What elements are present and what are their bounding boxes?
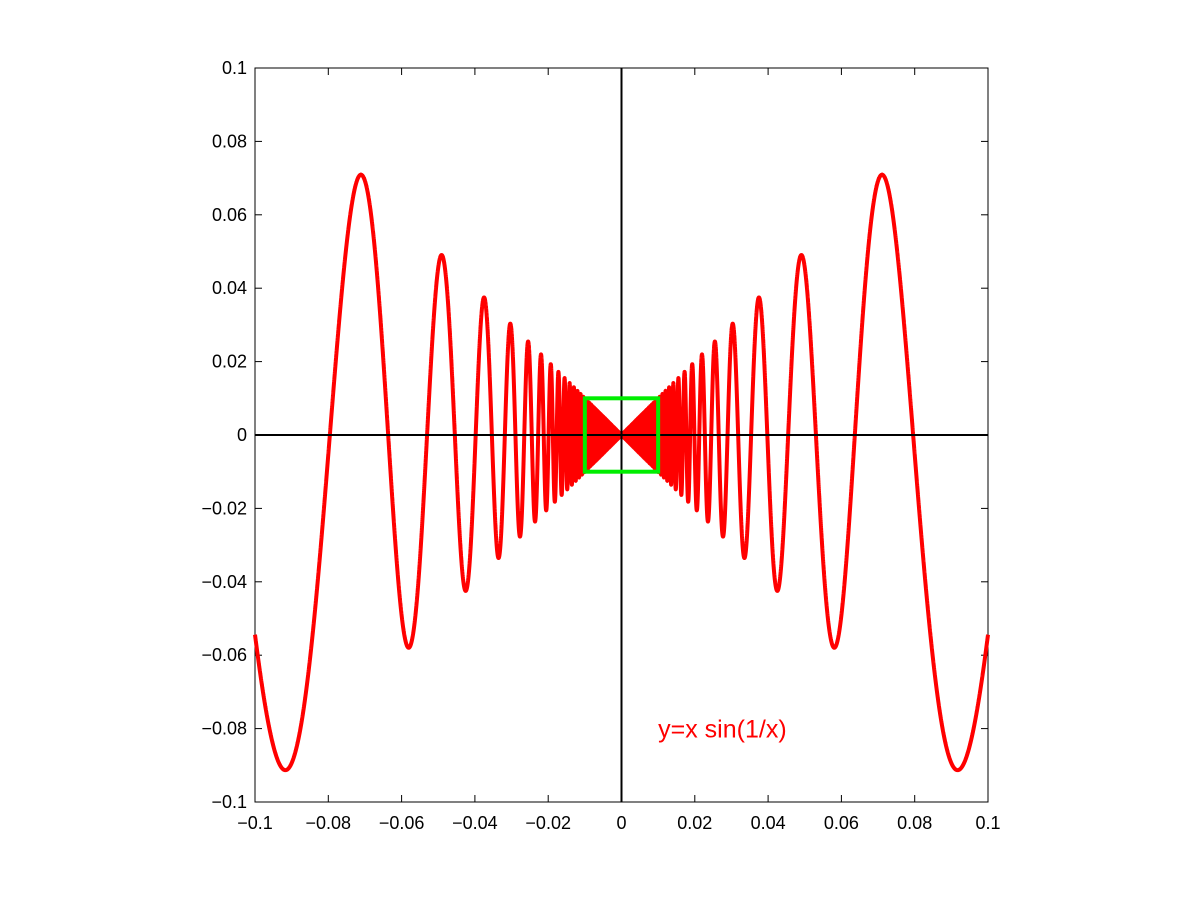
y-tick-label: 0: [237, 425, 247, 445]
x-tick-label: 0: [616, 813, 626, 833]
y-tick-label: −0.04: [201, 572, 247, 592]
x-tick-label: 0.1: [975, 813, 1000, 833]
y-tick-label: −0.02: [201, 498, 247, 518]
tick-labels: −0.1 −0.08 −0.06 −0.04 −0.02 0 0.02 0.04 0.06 0.0…: [201, 58, 1000, 833]
x-tick-label: −0.08: [306, 813, 352, 833]
x-tick-label: 0.04: [751, 813, 786, 833]
y-tick-label: −0.08: [201, 719, 247, 739]
x-tick-label: −0.06: [379, 813, 425, 833]
function-label: y=x sin(1/x): [658, 716, 787, 744]
x-tick-label: 0.02: [677, 813, 712, 833]
y-tick-label: 0.1: [222, 58, 247, 78]
y-tick-label: −0.1: [211, 792, 247, 812]
y-tick-label: 0.02: [212, 352, 247, 372]
y-tick-label: 0.06: [212, 205, 247, 225]
y-tick-label: 0.04: [212, 278, 247, 298]
x-tick-label: 0.08: [897, 813, 932, 833]
x-tick-label: −0.04: [452, 813, 498, 833]
x-tick-label: −0.1: [237, 813, 273, 833]
y-tick-label: −0.06: [201, 645, 247, 665]
highlight-box: [582, 396, 661, 474]
x-tick-label: 0.06: [824, 813, 859, 833]
x-tick-label: −0.02: [525, 813, 571, 833]
y-tick-label: 0.08: [212, 131, 247, 151]
